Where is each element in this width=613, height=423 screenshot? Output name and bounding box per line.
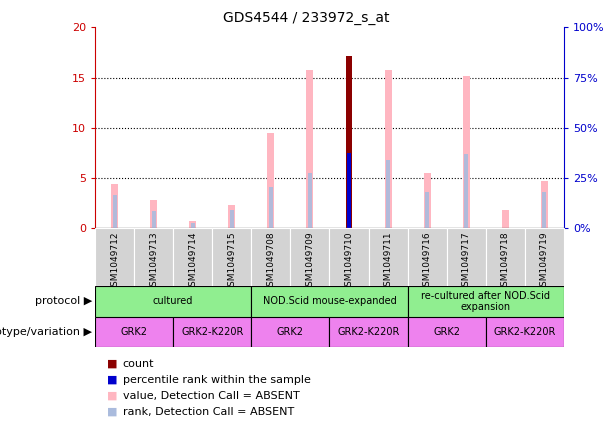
Bar bbox=[330, 228, 368, 286]
Bar bbox=[267, 133, 275, 228]
Text: GRK2-K220R: GRK2-K220R bbox=[337, 327, 400, 337]
Text: GRK2-K220R: GRK2-K220R bbox=[181, 327, 243, 337]
Text: GSM1049714: GSM1049714 bbox=[188, 231, 197, 292]
Text: GSM1049717: GSM1049717 bbox=[462, 231, 471, 292]
Bar bbox=[95, 286, 251, 317]
Bar bbox=[330, 317, 408, 347]
Bar bbox=[408, 228, 447, 286]
Text: rank, Detection Call = ABSENT: rank, Detection Call = ABSENT bbox=[123, 407, 294, 417]
Bar bbox=[291, 228, 330, 286]
Text: ■: ■ bbox=[107, 407, 118, 417]
Bar bbox=[502, 210, 509, 228]
Text: GSM1049712: GSM1049712 bbox=[110, 231, 119, 292]
Bar bbox=[486, 228, 525, 286]
Bar bbox=[447, 228, 486, 286]
Bar bbox=[95, 317, 173, 347]
Bar bbox=[134, 228, 173, 286]
Text: GRK2-K220R: GRK2-K220R bbox=[493, 327, 556, 337]
Bar bbox=[173, 317, 251, 347]
Bar bbox=[150, 201, 157, 228]
Bar bbox=[463, 76, 470, 228]
Text: re-cultured after NOD.Scid
expansion: re-cultured after NOD.Scid expansion bbox=[421, 291, 550, 312]
Text: count: count bbox=[123, 359, 154, 369]
Bar bbox=[230, 210, 234, 228]
Bar bbox=[386, 160, 390, 228]
Bar bbox=[464, 154, 468, 228]
Bar bbox=[251, 286, 408, 317]
Bar bbox=[113, 195, 116, 228]
Bar bbox=[408, 286, 564, 317]
Bar bbox=[111, 184, 118, 228]
Bar bbox=[95, 228, 134, 286]
Bar bbox=[306, 70, 313, 228]
Text: GSM1049718: GSM1049718 bbox=[501, 231, 510, 292]
Bar bbox=[251, 317, 330, 347]
Bar bbox=[486, 317, 564, 347]
Bar bbox=[541, 181, 548, 228]
Bar bbox=[346, 56, 352, 228]
Text: GRK2: GRK2 bbox=[277, 327, 304, 337]
Bar bbox=[384, 70, 392, 228]
Bar bbox=[228, 205, 235, 228]
Text: GSM1049715: GSM1049715 bbox=[227, 231, 236, 292]
Text: GRK2: GRK2 bbox=[121, 327, 148, 337]
Bar bbox=[173, 228, 212, 286]
Bar bbox=[308, 173, 312, 228]
Text: GSM1049710: GSM1049710 bbox=[345, 231, 354, 292]
Text: GSM1049708: GSM1049708 bbox=[267, 231, 275, 292]
Text: GDS4544 / 233972_s_at: GDS4544 / 233972_s_at bbox=[223, 11, 390, 25]
Text: NOD.Scid mouse-expanded: NOD.Scid mouse-expanded bbox=[262, 297, 397, 306]
Text: GSM1049719: GSM1049719 bbox=[540, 231, 549, 292]
Bar bbox=[151, 212, 156, 228]
Text: GSM1049711: GSM1049711 bbox=[384, 231, 392, 292]
Bar bbox=[368, 228, 408, 286]
Bar bbox=[543, 192, 546, 228]
Bar bbox=[408, 317, 486, 347]
Text: genotype/variation ▶: genotype/variation ▶ bbox=[0, 327, 92, 337]
Bar bbox=[189, 221, 196, 228]
Text: protocol ▶: protocol ▶ bbox=[35, 297, 92, 306]
Bar bbox=[424, 173, 431, 228]
Text: ■: ■ bbox=[107, 375, 118, 385]
Text: percentile rank within the sample: percentile rank within the sample bbox=[123, 375, 310, 385]
Text: ■: ■ bbox=[107, 391, 118, 401]
Text: cultured: cultured bbox=[153, 297, 193, 306]
Bar bbox=[347, 153, 351, 228]
Bar bbox=[191, 223, 195, 228]
Bar bbox=[269, 187, 273, 228]
Text: value, Detection Call = ABSENT: value, Detection Call = ABSENT bbox=[123, 391, 299, 401]
Text: GSM1049709: GSM1049709 bbox=[305, 231, 314, 292]
Bar bbox=[212, 228, 251, 286]
Text: GRK2: GRK2 bbox=[433, 327, 460, 337]
Bar bbox=[525, 228, 564, 286]
Bar bbox=[425, 192, 429, 228]
Text: GSM1049716: GSM1049716 bbox=[423, 231, 432, 292]
Text: GSM1049713: GSM1049713 bbox=[149, 231, 158, 292]
Text: ■: ■ bbox=[107, 359, 118, 369]
Bar bbox=[251, 228, 291, 286]
